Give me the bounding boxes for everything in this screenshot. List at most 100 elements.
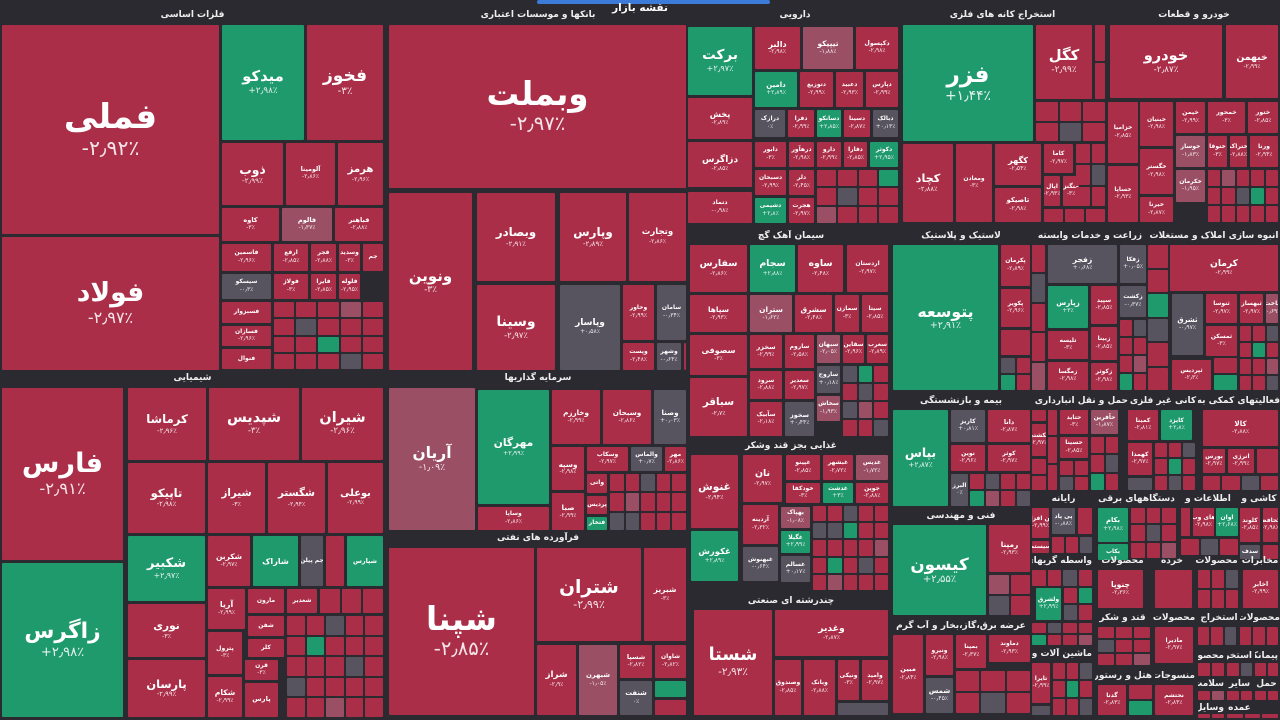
tile-small[interactable] [858,188,878,205]
tile-دماوند[interactable]: دماوند -۲٫۹۳٪ [989,635,1030,662]
tile-small[interactable] [1091,165,1105,185]
tile-small[interactable] [1222,188,1235,204]
tile-small[interactable] [1059,122,1082,141]
tile-سامان[interactable]: سامان -۰٫۳۴٪ [657,285,686,340]
tile-small[interactable] [813,523,827,539]
tile-فلوله[interactable]: فلوله -۲٫۹۵٪ [339,274,360,299]
tile-البرز[interactable]: البرز ۰٪ [951,474,968,506]
tile-small[interactable] [362,319,383,335]
tile-ساوه[interactable]: ساوه -۲٫۴۸٪ [798,245,843,292]
tile-small[interactable] [340,353,361,369]
tile-small[interactable] [1241,476,1259,490]
tile-small[interactable] [610,493,624,511]
tile-پتوسعه[interactable]: پتوسعه +۲٫۹۱٪ [893,245,998,390]
tile-درهآور[interactable]: درهآور -۲٫۹۸٪ [789,142,814,167]
tile-small[interactable] [1208,206,1221,222]
tile-small[interactable] [345,616,364,635]
tile-small[interactable] [1253,342,1265,357]
tile-سیستم[interactable]: سیستم [1032,541,1049,553]
tile-small[interactable] [306,677,325,697]
tile-small[interactable] [1036,102,1058,121]
tile-شکام[interactable]: شکام -۲٫۹۹٪ [208,677,242,717]
tile-زمگسا[interactable]: زمگسا -۲٫۹۸٪ [1048,362,1088,390]
tile-وسدید[interactable]: وسدید -۳٪ [339,244,360,271]
tile-small[interactable] [1222,206,1235,222]
tile-small[interactable] [1131,525,1145,541]
tile-small[interactable] [874,506,888,522]
tile-small[interactable] [813,540,827,556]
tile-زاگرس[interactable]: زاگرس +۲٫۹۸٪ [2,563,123,717]
tile-small[interactable] [843,420,857,436]
tile-تایرا[interactable]: تایرا -۲٫۹۹٪ [1032,663,1050,703]
tile-small[interactable] [1240,691,1252,700]
tile-small[interactable] [1244,714,1261,718]
tile-فجر[interactable]: فجر -۲٫۸۸٪ [311,244,336,271]
tile-small[interactable] [879,170,898,187]
tile-small[interactable] [1095,63,1105,99]
tile-small[interactable] [1148,367,1168,390]
tile-small[interactable] [843,366,857,382]
tile-ختور[interactable]: ختور -۲٫۸۵٪ [1248,102,1278,133]
tile-سجام[interactable]: سجام +۲٫۸۸٪ [750,245,795,292]
tile-small[interactable] [1016,375,1030,390]
tile-اوان[interactable]: اوان +۲٫۶۸٪ [1216,508,1238,536]
tile-small[interactable] [1064,588,1077,603]
tile-small[interactable] [1080,537,1092,553]
tile-small[interactable] [1240,375,1252,390]
tile-small[interactable] [1134,627,1150,639]
tile-small[interactable] [859,557,873,573]
tile-وبانک[interactable]: وبانک -۲٫۸۸٪ [804,660,835,715]
tile-small[interactable] [340,336,361,352]
tile-small[interactable] [1060,476,1073,490]
tile-small[interactable] [1214,375,1237,390]
tile-خمحور[interactable]: خمحور -۳٪ [1208,102,1245,133]
tile-غدشت[interactable]: غدشت +۳٪ [823,483,853,503]
tile-small[interactable] [1010,575,1030,594]
tile-small[interactable] [1120,356,1132,372]
tile-small[interactable] [365,616,383,635]
tile-small[interactable] [1032,362,1045,390]
tile-زکوثر[interactable]: زکوثر -۲٫۹۸٪ [1091,363,1117,390]
tile-وپارس[interactable]: وپارس -۲٫۸۹٪ [560,193,626,281]
tile-صبا[interactable]: صبا -۲٫۹۹٪ [552,493,584,530]
tile-small[interactable] [1032,635,1046,645]
tile-شاوان[interactable]: شاوان -۲٫۸۲٪ [655,645,686,678]
tile-small[interactable] [1262,714,1278,718]
tile-کرماشا[interactable]: کرماشا -۲٫۹۶٪ [128,388,206,460]
tile-small[interactable] [858,384,873,400]
tile-small[interactable] [1255,691,1266,700]
tile-small[interactable] [1181,539,1199,555]
tile-small[interactable] [274,319,295,335]
tile-small[interactable] [641,493,655,511]
tile-ختراک[interactable]: ختراک -۲٫۸۸٪ [1230,136,1247,167]
tile-کیسون[interactable]: کیسون +۲٫۵۵٪ [893,525,986,615]
tile-small[interactable] [656,474,671,492]
tile-small[interactable] [1032,303,1045,332]
tile-small[interactable] [1251,188,1264,204]
tile-small[interactable] [1169,443,1181,458]
tile-دسینا[interactable]: دسینا -۲٫۸۷٪ [844,110,870,137]
tile-small[interactable] [828,557,842,573]
tile-اردستان[interactable]: اردستان -۲٫۹۷٪ [847,245,888,292]
tile-small[interactable] [287,657,305,676]
tile-small[interactable] [326,698,344,717]
tile-کاوه[interactable]: کاوه -۳٪ [222,208,279,241]
tile-small[interactable] [843,540,858,556]
tile-دلر[interactable]: دلر -۲٫۴۵٪ [789,170,814,195]
tile-خکرمان[interactable]: خکرمان -۱٫۹۵٪ [1176,170,1205,202]
tile-سیسکو[interactable]: سیسکو -۰٫۳٪ [222,274,271,299]
tile-سمازن[interactable]: سمازن -۳٪ [835,295,859,332]
tile-small[interactable] [672,493,686,511]
tile-small[interactable] [1116,653,1132,665]
tile-small[interactable] [1212,663,1224,676]
tile-small[interactable] [859,506,873,522]
tile-وامید[interactable]: وامید -۲٫۹۷٪ [862,660,888,700]
tile-small[interactable] [1006,671,1030,691]
tile-سشرق[interactable]: سشرق -۲٫۴۸٪ [795,295,832,332]
tile-ثنوسا[interactable]: ثنوسا -۲٫۹۷٪ [1206,294,1237,323]
tile-small[interactable] [326,677,344,697]
tile-small[interactable] [326,616,344,635]
tile-small[interactable] [1240,627,1252,645]
tile-مهر[interactable]: مهر -۲٫۸۶٪ [665,447,686,471]
tile-small[interactable] [1098,627,1114,639]
